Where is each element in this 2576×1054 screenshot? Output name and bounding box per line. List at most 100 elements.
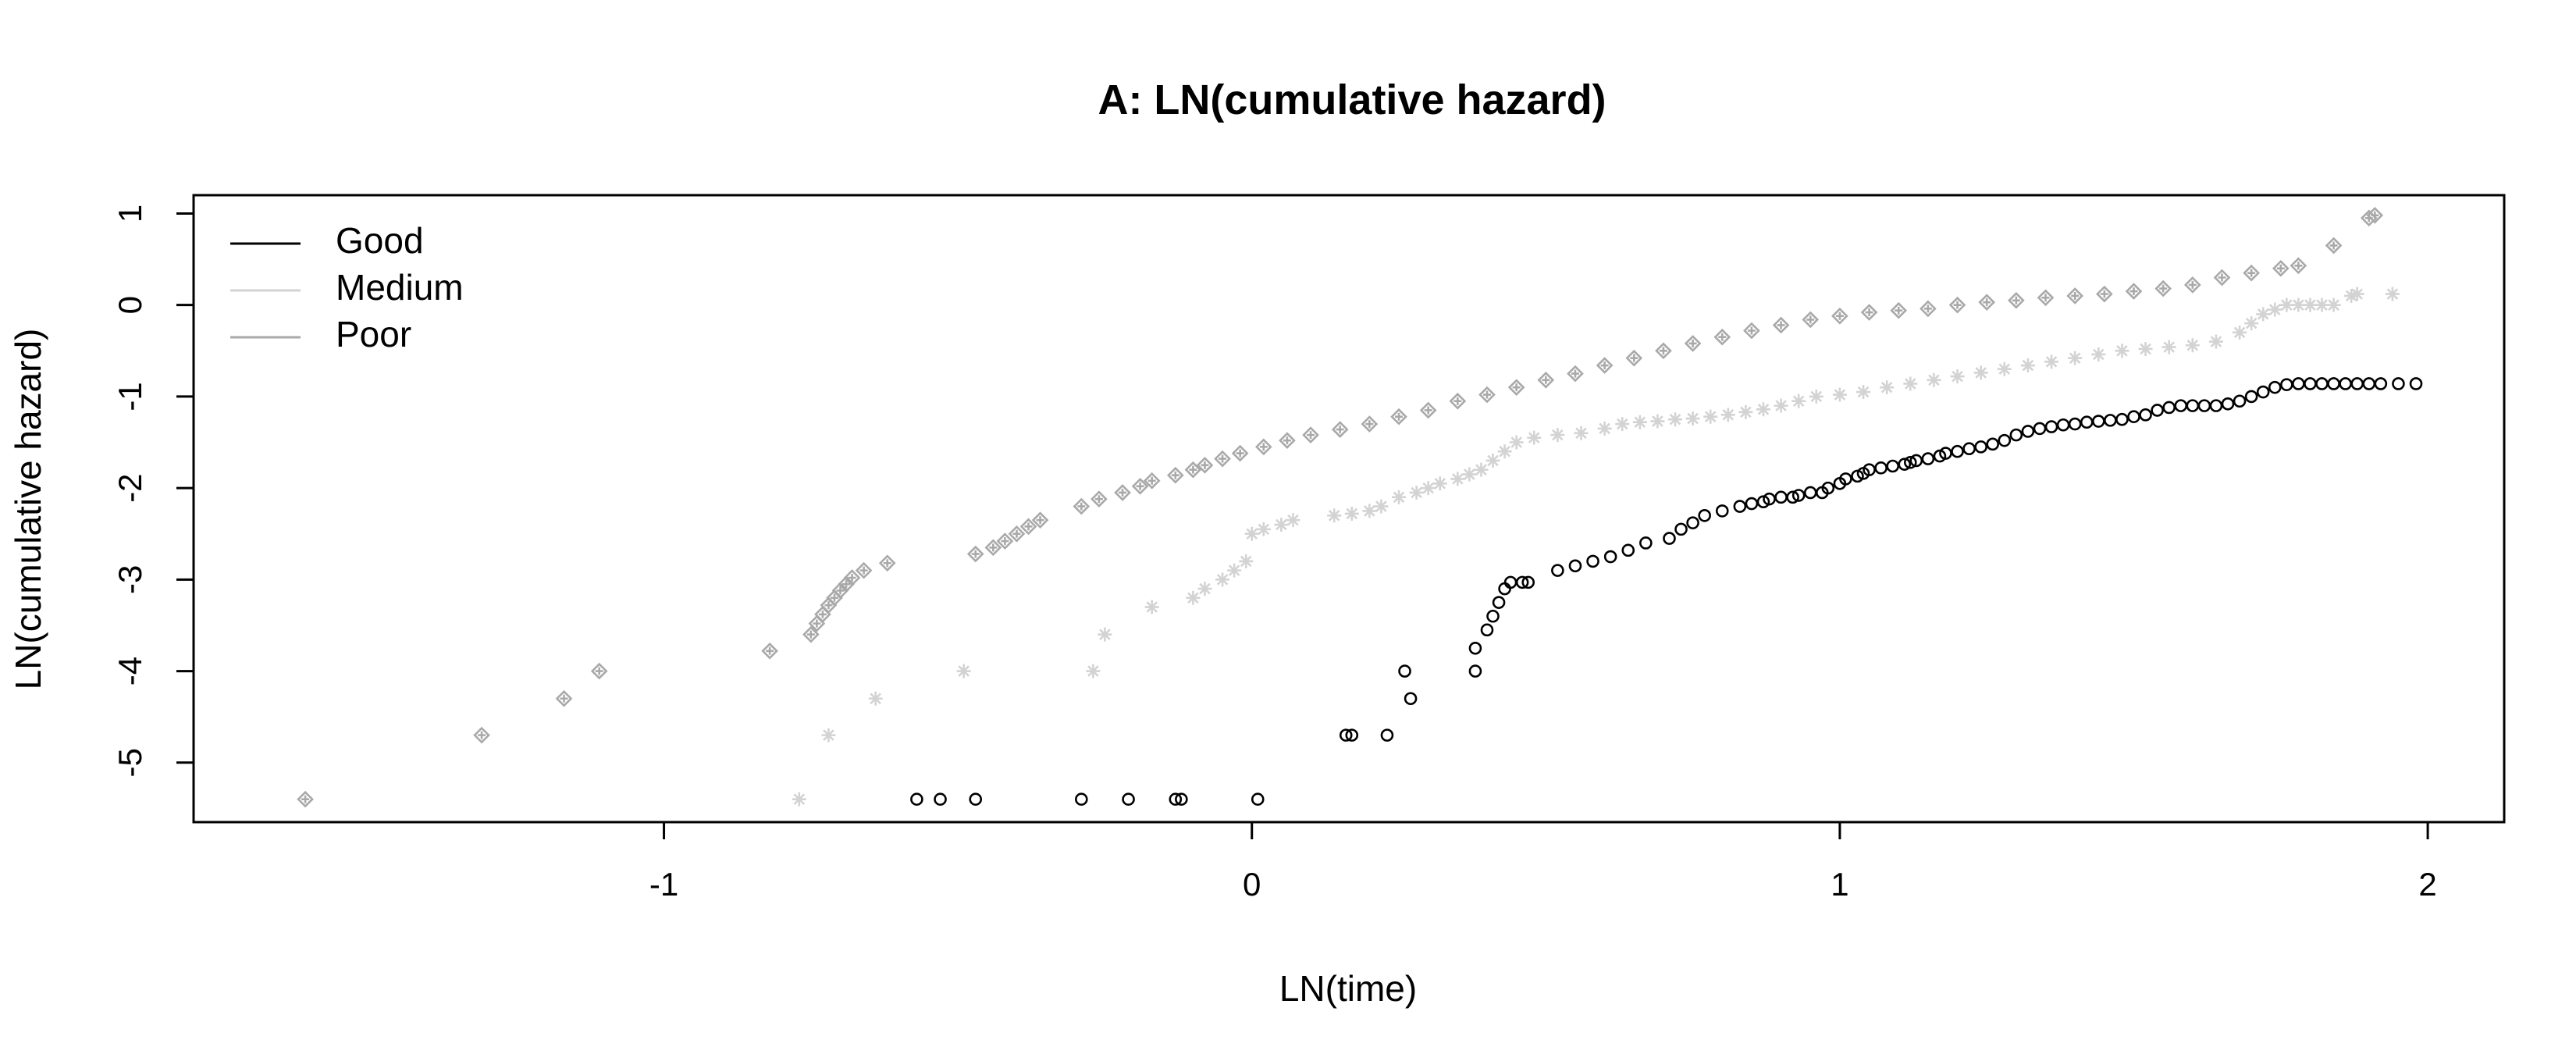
good-point — [2256, 385, 2270, 399]
medium-point — [1274, 518, 1289, 532]
poor-point — [814, 606, 831, 623]
good-point — [1480, 623, 1494, 637]
poor-point — [1214, 450, 1231, 468]
good-point — [1962, 442, 1976, 456]
poor-point — [1166, 466, 1184, 484]
poor-point — [1684, 335, 1702, 352]
poor-point — [1860, 304, 1878, 321]
good-point — [1745, 497, 1759, 511]
good-point — [1791, 489, 1806, 502]
good-point — [1621, 543, 1635, 557]
medium-point — [1450, 472, 1465, 486]
medium-point — [2244, 316, 2259, 331]
poor-point — [1008, 525, 1026, 543]
medium-point — [1392, 490, 1407, 504]
good-point — [1586, 554, 1599, 568]
good-point — [2221, 397, 2235, 411]
medium-point — [821, 728, 836, 742]
y-axis: -5 -4 -3 -2 -1 0 1 — [112, 205, 195, 777]
poor-point — [2290, 257, 2307, 275]
poor-point — [1507, 379, 1525, 397]
poor-point — [2037, 289, 2055, 307]
poor-point — [2366, 206, 2384, 224]
good-point — [1733, 500, 1747, 513]
medium-point — [1215, 572, 1230, 587]
medium-point — [2208, 334, 2223, 349]
y-tick-label: 0 — [112, 296, 148, 314]
medium-point — [2138, 341, 2153, 356]
poor-point — [838, 575, 855, 593]
poor-point — [1625, 349, 1643, 367]
poor-point — [1231, 444, 1249, 462]
good-point — [2339, 377, 2352, 390]
good-point — [1874, 461, 1888, 475]
poor-point — [2183, 276, 2201, 294]
x-tick-label: 1 — [1831, 866, 1848, 903]
medium-point — [1527, 430, 1542, 445]
good-point — [2409, 377, 2423, 390]
good-point — [2044, 420, 2058, 433]
poor-point — [1390, 408, 1407, 426]
good-point — [1903, 456, 1917, 469]
medium-point — [1432, 476, 1447, 491]
medium-point — [2091, 347, 2106, 361]
good-point — [2374, 377, 2388, 390]
medium-point — [1344, 506, 1359, 521]
medium-point — [1244, 526, 1259, 541]
medium-point — [1485, 453, 1500, 468]
legend-label-good: Good — [336, 220, 424, 261]
medium-point — [1597, 421, 1612, 436]
good-point — [1951, 444, 1964, 458]
medium-point — [2233, 325, 2247, 340]
medium-point — [1774, 398, 1788, 413]
poor-point — [1948, 296, 1966, 314]
medium-point — [2256, 307, 2271, 322]
medium-point — [1286, 513, 1300, 528]
poor-point — [855, 561, 873, 579]
good-point — [2139, 408, 2152, 422]
good-point — [1898, 458, 1912, 471]
medium-point — [2020, 358, 2035, 373]
poor-point — [1254, 438, 1272, 456]
good-point — [1909, 454, 1923, 468]
good-point — [1251, 792, 1265, 806]
x-axis: -1 0 1 2 — [649, 821, 2437, 903]
medium-point — [1186, 590, 1201, 605]
poor-point — [878, 554, 896, 572]
poor-point — [831, 582, 849, 600]
good-point — [2315, 377, 2329, 390]
poor-point — [1184, 461, 1202, 479]
medium-point — [1509, 435, 1524, 450]
y-tick-label: -2 — [112, 473, 148, 502]
medium-point — [2350, 287, 2364, 301]
good-point — [2127, 410, 2140, 423]
medium-point — [1703, 409, 1718, 424]
good-point — [1468, 664, 1482, 678]
y-tick-label: -1 — [112, 382, 148, 411]
poor-point — [996, 532, 1014, 550]
good-point — [2033, 422, 2047, 436]
good-point — [2209, 399, 2223, 412]
medium-point — [1738, 404, 1753, 419]
poor-point — [2213, 269, 2231, 287]
x-tick-label: 2 — [2418, 866, 2436, 903]
medium-point — [1997, 361, 2012, 376]
medium-point — [1409, 485, 1424, 500]
poor-point — [555, 689, 573, 707]
poor-point — [1449, 392, 1467, 410]
poor-point — [1361, 415, 1379, 433]
poor-point — [2066, 287, 2084, 304]
medium-point — [1327, 508, 1342, 523]
medium-point — [2326, 297, 2341, 312]
good-point — [2280, 378, 2293, 391]
good-point — [1521, 575, 1535, 589]
poor-point — [802, 625, 820, 643]
good-point — [1175, 792, 1188, 806]
good-point — [1698, 508, 1711, 522]
good-point — [1468, 641, 1482, 655]
poor-point — [1567, 365, 1584, 383]
medium-point — [1098, 627, 1112, 642]
good-point — [1345, 728, 1359, 742]
medium-point — [1550, 428, 1565, 443]
poor-point — [2272, 259, 2290, 277]
